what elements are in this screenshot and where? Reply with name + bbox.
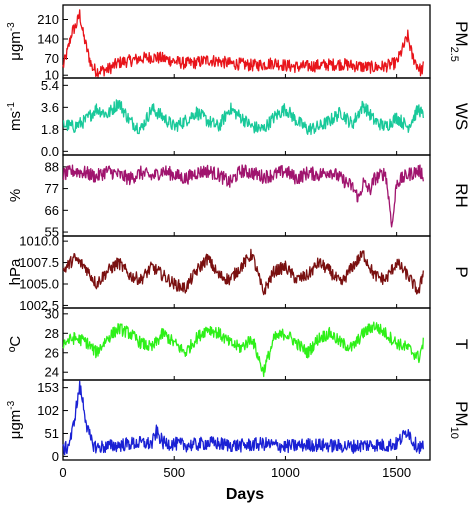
y-tick-label-pm10: 0 (52, 449, 59, 464)
variable-label-rh: RH (452, 183, 471, 208)
x-tick-label: 0 (59, 465, 66, 480)
x-axis-label: Days (226, 486, 264, 503)
y-unit-label-p: hPa (7, 258, 24, 285)
y-tick-label-p: 1010.0 (19, 234, 59, 249)
series-line-p (62, 248, 424, 296)
y-tick-label-ws: 3.6 (41, 100, 59, 115)
y-tick-label-pm25: 70 (45, 51, 59, 66)
y-tick-label-t: 26 (45, 345, 59, 360)
variable-label-ws: WS (452, 103, 471, 130)
y-tick-label-p: 1002.5 (19, 298, 59, 313)
panel-ws: 0.0 1.8 3.6 5.4 ms-1 WS (6, 77, 471, 159)
y-tick-label-pm10: 102 (37, 403, 59, 418)
y-tick-label-pm25: 10 (45, 68, 59, 83)
variable-label-t: T (452, 339, 471, 349)
series-line-ws (62, 99, 424, 136)
y-tick-label-ws: 5.4 (41, 78, 59, 93)
y-tick-label-rh: 55 (45, 225, 59, 240)
y-tick-label-p: 1007.5 (19, 255, 59, 270)
y-unit-label-rh: % (7, 189, 24, 202)
y-tick-label-p: 1005.0 (19, 277, 59, 292)
y-unit-label-pm10: μgm-3 (6, 400, 24, 439)
panels-layer: 10 70 140 210 μgm-3 PM2.5 0.0 1.8 3.6 5.4 ms-1 WS 55… (6, 4, 471, 464)
variable-label-pm10: PM10 (448, 401, 471, 439)
y-tick-label-pm25: 210 (37, 12, 59, 27)
y-unit-label-t: ºC (7, 336, 24, 352)
panel-pm25: 10 70 140 210 μgm-3 PM2.5 (6, 4, 471, 83)
variable-label-p: P (452, 266, 471, 277)
x-axis: 0 500 1000 1500 (59, 465, 411, 480)
y-tick-label-pm25: 140 (37, 31, 59, 46)
series-line-pm10 (62, 380, 424, 456)
y-tick-label-rh: 66 (45, 203, 59, 218)
panel-p: 1002.5 1005.0 1007.5 1010.0 hPa P (7, 234, 471, 313)
y-unit-label-pm25: μgm-3 (6, 22, 24, 61)
y-tick-label-t: 28 (45, 326, 59, 341)
y-tick-label-rh: 88 (45, 159, 59, 174)
y-tick-label-t: 24 (45, 365, 59, 380)
series-line-t (62, 321, 424, 378)
y-tick-label-pm10: 153 (37, 380, 59, 395)
series-line-rh (62, 164, 424, 228)
panel-frame-pm10 (62, 379, 431, 461)
x-tick-label: 1500 (382, 465, 411, 480)
y-unit-label-ws: ms-1 (6, 102, 24, 131)
y-tick-label-t: 30 (45, 306, 59, 321)
series-line-pm25 (62, 9, 424, 78)
y-tick-label-ws: 0.0 (41, 144, 59, 159)
y-tick-label-rh: 77 (45, 181, 59, 196)
panel-pm10: 0 51 102 153 μgm-3 PM10 (6, 379, 471, 464)
x-tick-label: 1000 (271, 465, 300, 480)
panel-rh: 55 66 77 88% RH (7, 154, 471, 240)
variable-label-pm25: PM2.5 (448, 21, 471, 62)
panel-t: 24 26 28 30 ºC T (7, 306, 471, 381)
y-tick-label-pm10: 51 (45, 426, 59, 441)
y-tick-label-ws: 1.8 (41, 122, 59, 137)
x-tick-label: 500 (163, 465, 185, 480)
